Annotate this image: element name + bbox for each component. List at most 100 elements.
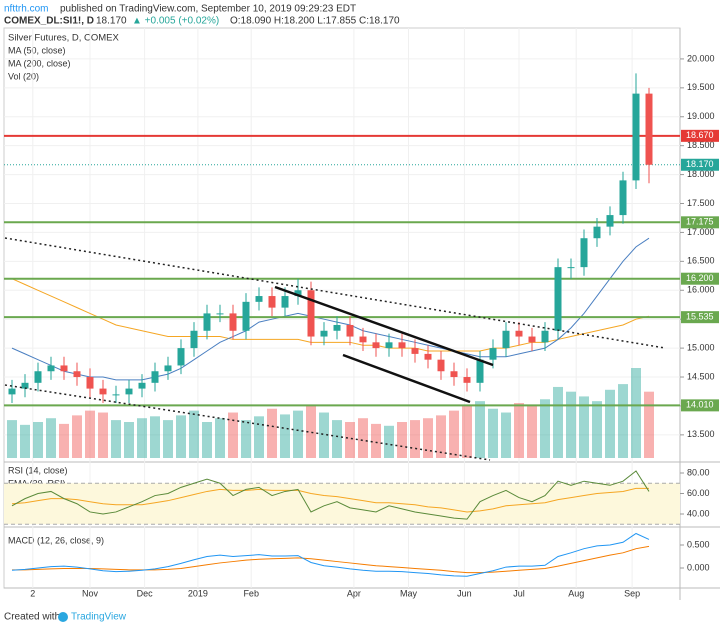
y-tick-label: 15.000 [687, 342, 715, 352]
candle-body [47, 365, 55, 372]
volume-bar [488, 408, 498, 458]
rsi-title: RSI (14, close) [8, 465, 68, 475]
rsi-ema-line [11, 487, 649, 513]
chart-title: Silver Futures, D, COMEX [8, 33, 120, 44]
candle-body [515, 330, 523, 337]
volume-bar [267, 408, 277, 458]
candle-body [346, 324, 354, 337]
candle-body [268, 296, 276, 308]
volume-bar [111, 420, 121, 458]
candle-body [307, 290, 315, 337]
y-tick-label: 18.000 [687, 169, 715, 179]
candle-body [450, 371, 458, 378]
legend-ma50: MA (50, close) [8, 45, 66, 55]
ma50-line [11, 237, 650, 381]
volume-bar [33, 422, 43, 458]
channel-line [274, 285, 494, 367]
volume-bar [540, 399, 550, 458]
volume-bar [345, 422, 355, 458]
candle-body [398, 342, 406, 349]
last: 18.170 [96, 16, 127, 27]
volume-bar [85, 410, 95, 458]
x-tick-label: Apr [347, 588, 361, 598]
candle-body [34, 371, 42, 383]
candle-body [281, 296, 289, 308]
candle-body [320, 330, 328, 337]
y-tick-label: 17.000 [687, 227, 715, 237]
change: ▲ +0.005 (+0.02%) [132, 16, 219, 27]
x-tick-label: Feb [243, 588, 259, 598]
symbol: COMEX_DL:SI1!, D [4, 16, 94, 27]
macd-tick-label: 0.500 [687, 539, 710, 549]
legend-ma200: MA (200, close) [8, 58, 71, 68]
volume-bar [605, 389, 615, 458]
volume-bar [20, 424, 30, 458]
x-tick-label: Jun [457, 588, 472, 598]
x-tick-label: 2019 [188, 588, 208, 598]
volume-bar [124, 422, 134, 458]
candle-body [489, 348, 497, 360]
rsi-tick-label: 80.00 [687, 467, 710, 477]
volume-bar [306, 405, 316, 458]
volume-bar [514, 403, 524, 458]
candle-body [99, 388, 107, 395]
candle-body [359, 336, 367, 343]
candle-body [632, 93, 640, 181]
ohlc: O:18.090 H:18.200 L:17.855 C:18.170 [230, 16, 400, 27]
y-tick-label: 17.500 [687, 198, 715, 208]
volume-bar [46, 418, 56, 458]
footer-brand: TradingView [71, 612, 127, 623]
y-tick-label: 18.500 [687, 140, 715, 150]
candle-body [86, 377, 94, 389]
candle-body [333, 324, 341, 331]
level-label-box [681, 399, 719, 412]
volume-bar [98, 412, 108, 458]
candle-body [372, 342, 380, 349]
volume-bar [436, 415, 446, 458]
last-price-box [681, 158, 719, 171]
volume-bar [293, 410, 303, 458]
level-label: 17.175 [686, 217, 714, 227]
candle-body [502, 330, 510, 349]
level-label-box [681, 311, 719, 324]
candle-body [164, 365, 172, 372]
level-label: 16.200 [686, 273, 714, 283]
level-label-box [681, 129, 719, 142]
brand-icon [58, 612, 68, 622]
macd-line [11, 532, 650, 577]
x-tick-label: Jul [513, 588, 525, 598]
candle-body [541, 330, 549, 343]
y-tick-label: 16.500 [687, 256, 715, 266]
x-tick-label: Dec [137, 588, 154, 598]
rsi-line [11, 470, 650, 520]
volume-bar [644, 391, 654, 458]
volume-bar [397, 422, 407, 458]
candle-body [411, 348, 419, 354]
y-tick-label: 19.500 [687, 82, 715, 92]
macd-title: MACD (12, 26, close, 9) [8, 535, 104, 545]
candle-body [554, 267, 562, 331]
volume-bar [72, 415, 82, 458]
volume-bar [202, 422, 212, 458]
candle-body [229, 313, 237, 331]
candle-body [151, 371, 159, 383]
volume-bar [501, 412, 511, 458]
volume-bar [254, 416, 264, 458]
candle-body [294, 290, 302, 297]
candle-body [255, 296, 263, 302]
y-tick-label: 20.000 [687, 53, 715, 63]
level-label: 14.010 [686, 400, 714, 410]
candle-body [203, 313, 211, 331]
candle-body [385, 342, 393, 349]
level-label: 18.670 [686, 130, 714, 140]
candle-body [645, 93, 653, 165]
volume-bar [618, 384, 628, 458]
candle-body [216, 313, 224, 315]
volume-bar [553, 386, 563, 458]
candle-body [112, 394, 120, 396]
volume-bar [228, 412, 238, 458]
candle-body [437, 359, 445, 372]
volume-bar [462, 405, 472, 458]
